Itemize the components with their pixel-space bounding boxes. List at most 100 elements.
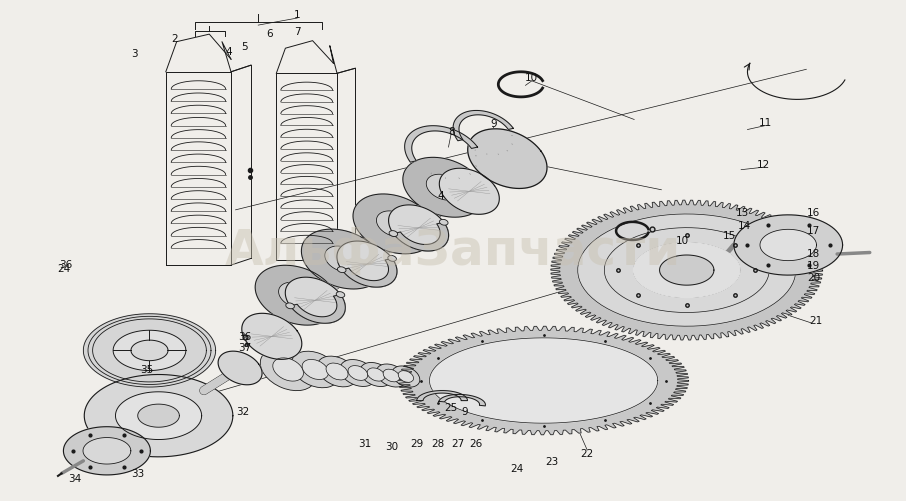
Polygon shape [84,375,233,457]
Polygon shape [405,126,477,163]
Polygon shape [83,438,130,464]
Ellipse shape [302,360,329,380]
Polygon shape [324,246,361,273]
Ellipse shape [367,368,385,381]
Ellipse shape [388,256,397,262]
Polygon shape [426,175,462,201]
Polygon shape [633,243,740,298]
Ellipse shape [383,369,400,382]
Text: 9: 9 [461,406,468,416]
Text: 15: 15 [723,230,736,240]
Text: 34: 34 [68,473,81,483]
Polygon shape [439,395,486,406]
Text: 27: 27 [451,438,464,448]
Polygon shape [389,205,448,252]
Ellipse shape [439,220,448,226]
Polygon shape [353,194,435,255]
Text: 14: 14 [738,220,751,230]
Text: 33: 33 [131,468,144,478]
Text: 1: 1 [294,10,301,20]
Text: 9: 9 [490,119,497,129]
Text: 26: 26 [469,438,482,448]
Text: 2: 2 [171,34,178,44]
Polygon shape [255,266,337,326]
Polygon shape [131,341,168,361]
Text: 4: 4 [226,47,233,57]
Text: 24: 24 [510,463,523,473]
Ellipse shape [376,364,407,387]
Text: 10: 10 [676,235,689,245]
Text: 18: 18 [807,248,820,258]
Polygon shape [278,283,314,309]
Text: 35: 35 [140,364,153,374]
Ellipse shape [285,303,294,309]
Text: 5: 5 [241,42,248,52]
Text: 23: 23 [545,456,558,466]
Ellipse shape [336,292,345,298]
Text: 12: 12 [757,159,770,169]
Polygon shape [578,214,795,327]
Polygon shape [399,327,689,435]
Polygon shape [242,314,302,360]
Text: 25: 25 [445,402,458,412]
Polygon shape [551,201,823,340]
Ellipse shape [360,363,392,387]
Text: 11: 11 [759,118,772,128]
Polygon shape [218,352,262,385]
Polygon shape [337,241,397,288]
Ellipse shape [348,366,368,381]
Polygon shape [467,130,547,189]
Text: 19: 19 [807,261,820,271]
Text: 3: 3 [130,49,138,59]
Polygon shape [342,259,397,288]
Ellipse shape [260,349,316,391]
Polygon shape [760,230,816,261]
Polygon shape [63,427,150,475]
Text: 37: 37 [238,342,251,352]
Text: 8: 8 [448,126,455,136]
Ellipse shape [337,267,346,273]
Ellipse shape [399,371,413,383]
Text: 6: 6 [266,29,274,39]
Polygon shape [734,215,843,276]
Polygon shape [660,256,714,286]
Text: 10: 10 [525,73,538,83]
Text: 29: 29 [410,438,423,448]
Ellipse shape [392,366,419,387]
Polygon shape [83,314,216,387]
Text: 13: 13 [737,208,749,218]
Polygon shape [439,169,499,215]
Polygon shape [417,391,467,401]
Text: 24: 24 [57,263,70,273]
Polygon shape [393,223,448,252]
Text: 20: 20 [807,272,820,282]
Polygon shape [302,229,383,290]
Text: 36: 36 [238,332,251,342]
Polygon shape [115,392,202,440]
Ellipse shape [292,352,339,388]
Text: 32: 32 [236,406,249,416]
Text: 21: 21 [809,316,822,326]
Text: 28: 28 [431,438,444,448]
Text: 4: 4 [438,190,445,200]
Text: 31: 31 [359,438,371,448]
Text: 22: 22 [581,448,593,458]
Polygon shape [285,278,345,324]
Polygon shape [429,338,658,423]
Polygon shape [290,295,345,324]
Text: 16: 16 [807,208,820,218]
Polygon shape [138,404,179,427]
Text: АльфаЗапчасти: АльфаЗапчасти [225,226,681,275]
Polygon shape [403,158,485,218]
Ellipse shape [273,358,304,381]
Ellipse shape [317,356,357,387]
Text: 17: 17 [807,225,820,235]
Text: 36: 36 [60,260,72,270]
Polygon shape [453,111,514,141]
Text: 30: 30 [385,441,398,451]
Ellipse shape [326,363,348,380]
Ellipse shape [389,231,398,237]
Text: 7: 7 [294,27,301,37]
Polygon shape [376,211,412,237]
Polygon shape [113,331,186,371]
